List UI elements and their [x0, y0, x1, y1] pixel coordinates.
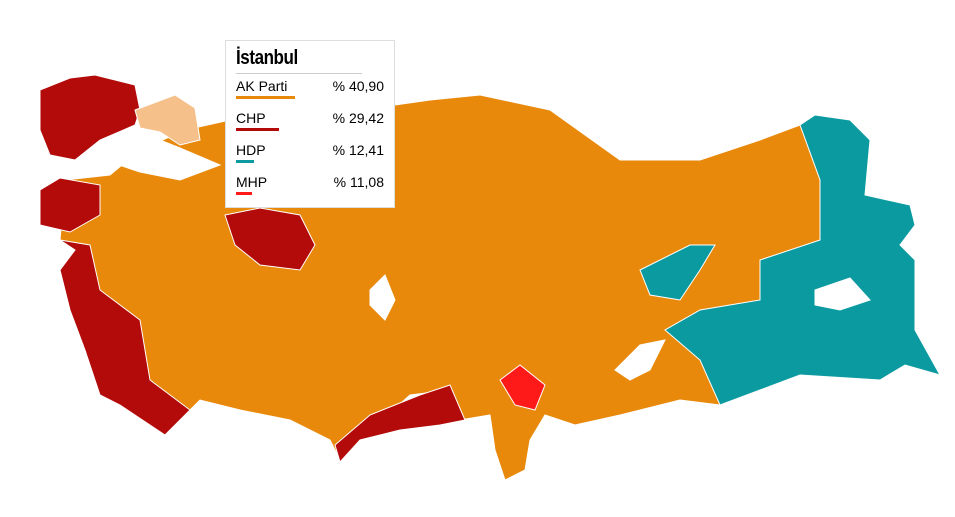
party-name: AK Parti [236, 78, 288, 94]
region-chp-aegean[interactable] [59, 239, 191, 436]
marmara-sea [99, 131, 222, 181]
party-bar [236, 128, 279, 131]
party-percent: % 12,41 [332, 142, 384, 158]
lake-tuz [369, 274, 396, 321]
party-name: MHP [236, 174, 268, 190]
result-row: AK Parti % 40,90 [236, 78, 384, 108]
tooltip-title: İstanbul [236, 47, 362, 74]
party-name: HDP [236, 142, 266, 158]
region-hdp-east[interactable] [664, 114, 942, 406]
region-chp-thrace[interactable] [39, 74, 141, 161]
party-bar [236, 192, 253, 195]
party-name: CHP [236, 110, 266, 126]
region-istanbul[interactable] [134, 94, 201, 146]
party-bar [236, 96, 296, 99]
result-row: HDP % 12,41 [236, 142, 384, 172]
ataturk-dam [614, 339, 666, 381]
party-bar [236, 160, 254, 163]
party-percent: % 40,90 [332, 78, 384, 94]
result-row: CHP % 29,42 [236, 110, 384, 140]
lake-van [814, 277, 871, 311]
result-row: MHP % 11,08 [236, 174, 384, 204]
party-percent: % 29,42 [332, 110, 384, 126]
region-chp-canakkale[interactable] [39, 177, 101, 233]
party-percent: % 11,08 [333, 174, 384, 190]
region-chp-central[interactable] [224, 207, 316, 271]
region-chp-south[interactable] [334, 384, 466, 463]
region-hdp-tunceli[interactable] [639, 244, 716, 301]
province-tooltip: İstanbul AK Parti % 40,90 CHP % 29,42 HD… [225, 40, 395, 208]
region-mhp[interactable] [499, 364, 546, 411]
